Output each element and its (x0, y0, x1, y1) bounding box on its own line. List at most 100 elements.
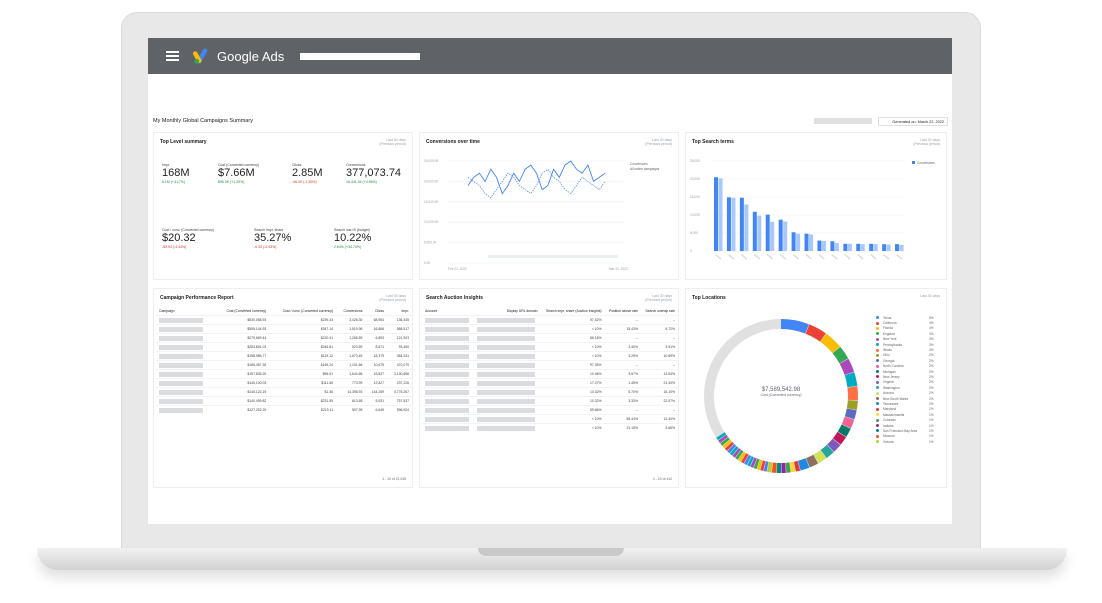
bar-previous (847, 243, 852, 251)
column-header[interactable]: Cost (Converted currency) (226, 309, 267, 313)
table-row[interactable]: < 10% 3.40% 3.91% (422, 342, 678, 352)
table-cell: 3.40% (604, 342, 641, 352)
legend-percent: 2% (929, 396, 934, 401)
column-header[interactable]: Impr. (401, 309, 409, 313)
table-row[interactable]: $555,144.93 $347.14 1,519.98 16,866 568,517 (156, 324, 412, 334)
table-row[interactable]: 86.18% -- -- (422, 333, 678, 343)
legend-item[interactable]: Ohio 2% (876, 353, 934, 358)
campaign-pager[interactable]: 1 - 10 of 22,045 (382, 477, 406, 481)
y-tick-label: 0.00 (424, 261, 430, 265)
card-title: Top Level summary (160, 139, 207, 145)
table-row[interactable]: $283,891.03 $246.81 923.69 8,871 93,460 (156, 342, 412, 352)
table-row[interactable]: $157,835.20 $95.51 1,644.68 15,837 3,130,656 (156, 369, 412, 379)
table-row[interactable]: < 10% 55.44% 12.40% (422, 414, 678, 424)
y-tick-label: 25,000.00 (424, 159, 438, 163)
table-row[interactable]: $140,499.82 $231.55 613.65 5,931 757,537 (156, 396, 412, 406)
bar (856, 243, 861, 251)
column-header[interactable]: Display URL domain (506, 309, 538, 313)
x-tick-label (728, 254, 735, 260)
table-row[interactable]: 97.42% -- -- (422, 315, 678, 325)
table-row[interactable]: < 10% 15.43% 6.72% (422, 324, 678, 334)
legend-item[interactable]: Arizona 2% (876, 390, 934, 395)
table-row[interactable]: 59.66% -- -- (422, 405, 678, 415)
bar (804, 233, 809, 251)
x-tick-label (844, 254, 851, 260)
filter-placeholder[interactable] (814, 118, 872, 124)
legend-label: Georgia (883, 358, 895, 363)
legend-item[interactable]: Georgia 2% (876, 358, 934, 363)
column-header[interactable]: Account (425, 309, 438, 313)
column-header[interactable]: Cost / conv. (Converted currency) (282, 309, 334, 313)
table-row[interactable]: $146,100.03 $111.56 773.99 12,827 237,226 (156, 378, 412, 388)
legend-percent: 4% (929, 326, 934, 331)
legend-item[interactable]: Colorado 1% (876, 417, 934, 422)
column-header[interactable]: Clicks (374, 309, 384, 313)
table-row[interactable]: 10.46% 3.97% 13.54% (422, 369, 678, 379)
legend-item[interactable]: San Francisco Bay Area 1% (876, 428, 934, 433)
legend-item[interactable]: Virginia 2% (876, 380, 934, 385)
donut-slice (844, 372, 858, 388)
legend-item[interactable]: North Carolina 2% (876, 364, 934, 369)
account-selector[interactable] (300, 52, 421, 60)
table-cell: 773.99 (336, 378, 366, 388)
table-row[interactable]: 10.32% 5.70% 16.10% (422, 387, 678, 397)
legend-item[interactable]: Florida 4% (876, 326, 934, 331)
table-row[interactable]: $146,122.19 $1.36 14,398.93 144,259 4,775,26… (156, 387, 412, 397)
table-cell: $198,985.77 (215, 351, 270, 361)
legend-item[interactable]: Missouri 1% (876, 434, 934, 439)
legend-item[interactable]: Massachusetts 1% (876, 412, 934, 417)
donut-slice (716, 432, 727, 441)
legend-item[interactable]: Washington 2% (876, 385, 934, 390)
table-cell: $140,499.82 (215, 396, 270, 406)
table-row[interactable]: $127,252.20 $219.11 597.99 6,649 596,924 (156, 405, 412, 415)
column-header[interactable]: Search impr. share (Auction Insights) (545, 309, 602, 313)
table-cell: 97.42% (540, 315, 605, 325)
column-header[interactable]: Campaign (159, 309, 175, 313)
legend-label: New South Wales (883, 396, 909, 401)
legend-item[interactable]: Victoria 1% (876, 439, 934, 444)
table-cell: 13.54% (640, 369, 678, 379)
table-row[interactable]: < 10% 3.29% 10.89% (422, 351, 678, 361)
x-tick-label (818, 254, 825, 260)
menu-icon[interactable] (166, 51, 179, 61)
search-auction-insights-card: Search Auction Insights Last 30 days (Pr… (419, 288, 679, 488)
redacted-cell (156, 405, 216, 415)
legend-item[interactable]: Indiana 1% (876, 423, 934, 428)
table-row[interactable]: $186,457.35 $169.24 1,101.66 10,675 470,079 (156, 360, 412, 370)
table-row[interactable]: $830,058.93 $239.33 3,428.30 68,954 136,345 (156, 315, 412, 325)
legend-item[interactable]: England 3% (876, 331, 934, 336)
legend-item[interactable]: Texas 6% (876, 315, 934, 320)
table-row[interactable]: 10.32% 3.33% 22.57% (422, 396, 678, 406)
table-row[interactable]: < 10% 21.15% 3.68% (422, 423, 678, 433)
legend-item[interactable]: Tennessee 2% (876, 401, 934, 406)
table-row[interactable]: 97.35% -- -- (422, 360, 678, 370)
search-terms-bar-chart: 25,000 20,000 15,000 10,000 5,000 0 Conversion… (690, 159, 935, 260)
legend-item[interactable]: Pennsylvania 3% (876, 342, 934, 347)
redacted-cell (473, 369, 541, 379)
table-row[interactable]: 17.27% 1.45% 21.40% (422, 378, 678, 388)
legend-item[interactable]: New York 3% (876, 337, 934, 342)
column-header[interactable]: Position above rate (608, 309, 638, 313)
metric-change: 6.1M (+3.17%) (162, 180, 186, 184)
legend-entry: Conversions (630, 162, 648, 166)
column-header[interactable]: Search overlap rate (645, 309, 675, 313)
table-cell: -- (640, 333, 678, 343)
legend-item[interactable]: California 4% (876, 320, 934, 325)
legend-item[interactable]: Michigan 2% (876, 369, 934, 374)
donut-slice (756, 459, 763, 471)
auction-pager[interactable]: 1 - 10 of 412 (652, 477, 672, 481)
table-cell: -- (604, 360, 641, 370)
redacted-cell (422, 378, 474, 388)
donut-slice (750, 457, 757, 468)
metric-change: -46.2K (-1.59%) (292, 180, 317, 184)
table-row[interactable]: $279,669.44 $220.41 1,268.89 6,893 121,903 (156, 333, 412, 343)
bar-previous (834, 243, 839, 251)
metric-4: Cost / conv. (Converted currency) $20.32… (162, 228, 214, 249)
legend-item[interactable]: New Jersey 2% (876, 374, 934, 379)
legend-item[interactable]: New South Wales 2% (876, 396, 934, 401)
table-row[interactable]: $198,985.77 $119.12 1,670.45 18,379 364,241 (156, 351, 412, 361)
column-header[interactable]: Conversions (343, 309, 363, 313)
bar-previous (886, 244, 891, 251)
legend-item[interactable]: Maryland 1% (876, 407, 934, 412)
legend-item[interactable]: Illinois 3% (876, 347, 934, 352)
